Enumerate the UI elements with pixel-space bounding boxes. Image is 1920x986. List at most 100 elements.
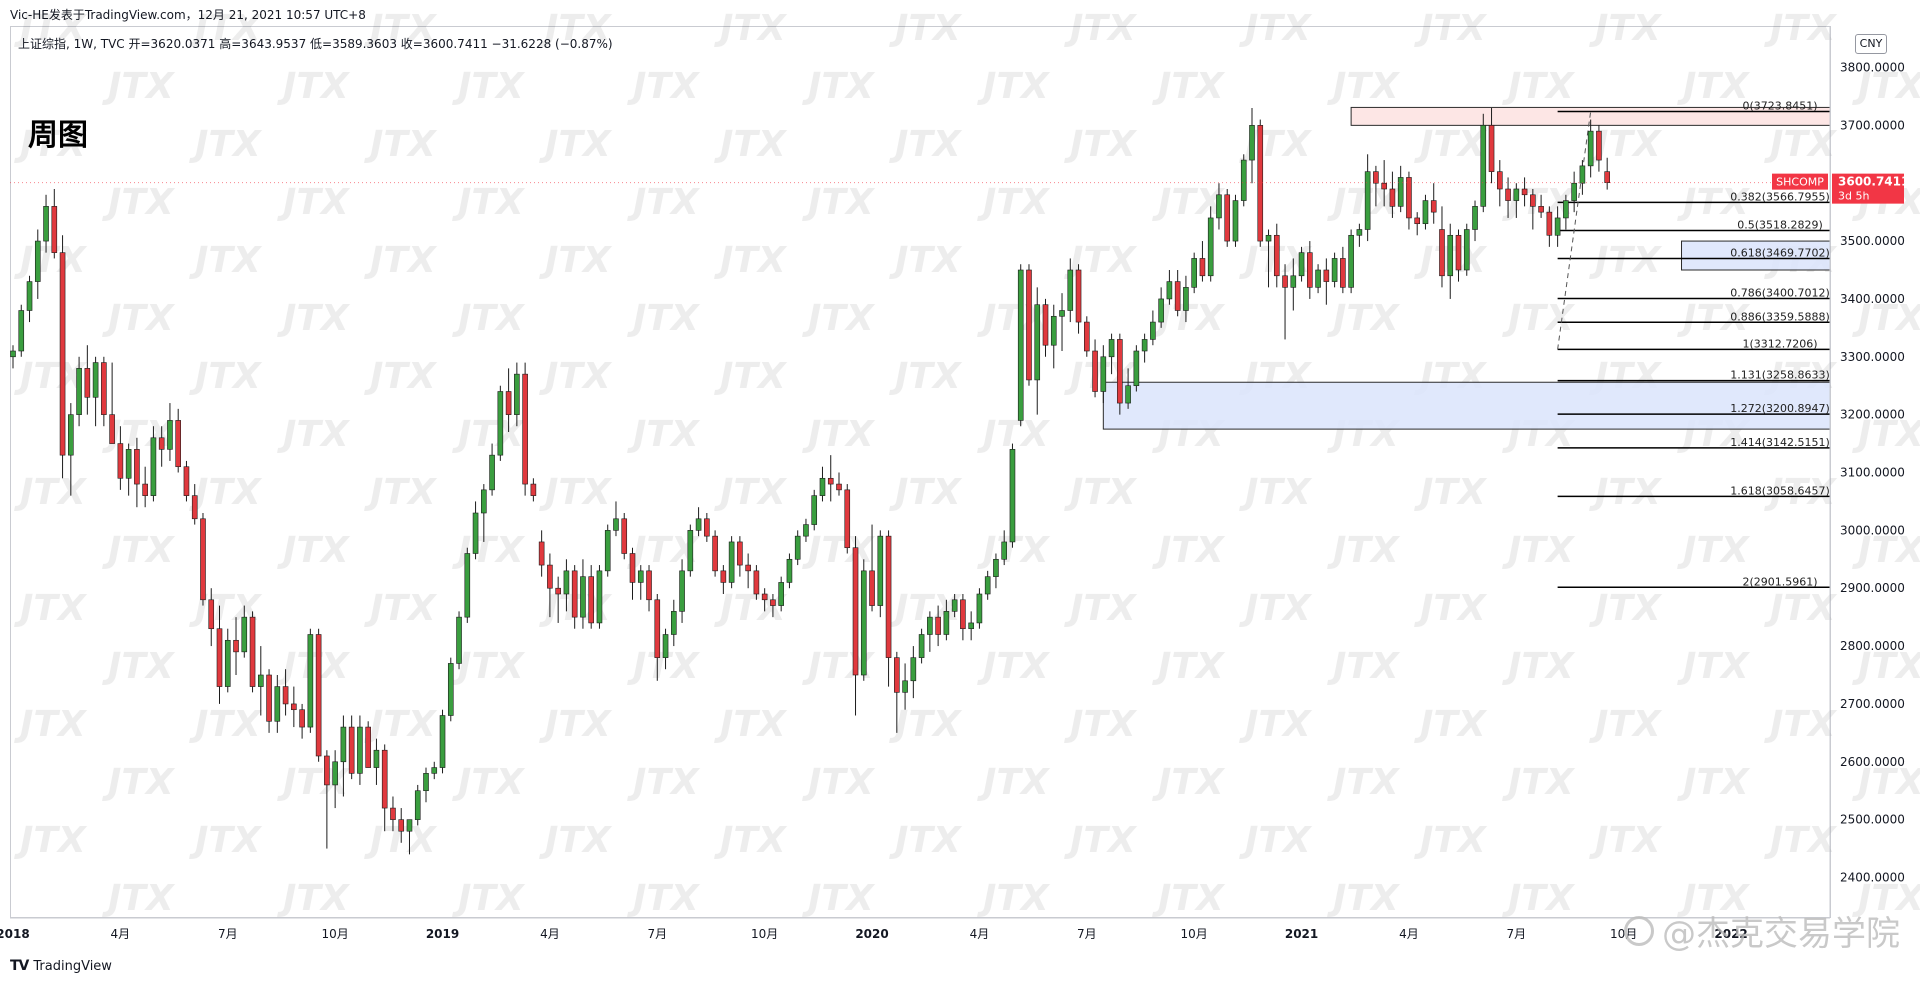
- candle-down[interactable]: [291, 703, 297, 711]
- candle-down[interactable]: [571, 570, 578, 618]
- candle-up[interactable]: [274, 686, 281, 722]
- candle-down[interactable]: [51, 206, 58, 253]
- candle-up[interactable]: [224, 639, 231, 687]
- candle-up[interactable]: [340, 726, 347, 763]
- candle-up[interactable]: [34, 240, 41, 282]
- candle-up[interactable]: [728, 541, 735, 583]
- candle-up[interactable]: [1009, 449, 1016, 543]
- candle-down[interactable]: [282, 686, 289, 705]
- tradingview-logo[interactable]: TV TradingView: [10, 958, 112, 974]
- candle-down[interactable]: [1026, 269, 1032, 381]
- candle-down[interactable]: [266, 674, 272, 722]
- candle-down[interactable]: [555, 587, 561, 595]
- candle-up[interactable]: [695, 518, 702, 531]
- candle-up[interactable]: [687, 530, 694, 572]
- candle-down[interactable]: [753, 570, 760, 595]
- candle-down[interactable]: [885, 535, 892, 658]
- candle-down[interactable]: [547, 564, 553, 589]
- candle-up[interactable]: [423, 773, 429, 792]
- candle-down[interactable]: [538, 541, 545, 566]
- candle-up[interactable]: [1563, 200, 1569, 219]
- candle-up[interactable]: [1100, 356, 1107, 392]
- candle-down[interactable]: [84, 368, 91, 398]
- candle-up[interactable]: [910, 657, 917, 682]
- candle-up[interactable]: [918, 634, 925, 658]
- candle-up[interactable]: [580, 576, 586, 618]
- candle-up[interactable]: [1183, 287, 1189, 311]
- candle-up[interactable]: [43, 206, 49, 242]
- candle-up[interactable]: [1356, 229, 1363, 236]
- candle-down[interactable]: [737, 541, 743, 566]
- candle-up[interactable]: [1348, 234, 1354, 288]
- candle-up[interactable]: [357, 726, 363, 774]
- candle-up[interactable]: [613, 518, 619, 531]
- candle-up[interactable]: [1207, 217, 1214, 277]
- candle-up[interactable]: [241, 616, 248, 653]
- candle-down[interactable]: [233, 639, 239, 653]
- candle-up[interactable]: [406, 819, 413, 832]
- candle-up[interactable]: [1463, 229, 1470, 271]
- candle-up[interactable]: [563, 570, 570, 595]
- candle-up[interactable]: [1315, 269, 1321, 288]
- candle-down[interactable]: [720, 570, 727, 583]
- candle-up[interactable]: [1571, 182, 1577, 201]
- candle-up[interactable]: [447, 663, 454, 716]
- candle-down[interactable]: [894, 657, 900, 693]
- candle-up[interactable]: [481, 489, 487, 514]
- candle-up[interactable]: [993, 558, 999, 577]
- candle-down[interactable]: [208, 599, 215, 630]
- candle-down[interactable]: [712, 535, 718, 572]
- candle-up[interactable]: [951, 599, 958, 612]
- candle-down[interactable]: [852, 547, 859, 676]
- candle-down[interactable]: [59, 252, 66, 456]
- candle-down[interactable]: [770, 599, 776, 606]
- candle-down[interactable]: [1604, 171, 1610, 183]
- candle-up[interactable]: [1133, 350, 1140, 387]
- candle-up[interactable]: [497, 391, 504, 456]
- candle-up[interactable]: [10, 350, 16, 358]
- candle-up[interactable]: [1166, 281, 1173, 300]
- candle-down[interactable]: [1439, 229, 1445, 277]
- candle-up[interactable]: [92, 362, 99, 398]
- candle-up[interactable]: [596, 570, 603, 624]
- candle-down[interactable]: [299, 709, 305, 728]
- candle-down[interactable]: [1174, 281, 1181, 311]
- candle-up[interactable]: [18, 310, 25, 352]
- candle-down[interactable]: [629, 553, 636, 583]
- candle-up[interactable]: [431, 767, 438, 774]
- candle-down[interactable]: [1092, 350, 1098, 392]
- candle-down[interactable]: [1430, 200, 1437, 213]
- candle-up[interactable]: [877, 535, 884, 606]
- candle-up[interactable]: [26, 281, 33, 311]
- candle-down[interactable]: [1530, 194, 1536, 207]
- candle-up[interactable]: [1579, 165, 1586, 184]
- candle-down[interactable]: [960, 599, 966, 630]
- candle-down[interactable]: [134, 449, 140, 485]
- candle-down[interactable]: [869, 570, 875, 606]
- candle-down[interactable]: [827, 477, 834, 485]
- candle-down[interactable]: [1406, 177, 1412, 219]
- candle-up[interactable]: [1554, 217, 1561, 236]
- candle-down[interactable]: [1224, 194, 1231, 242]
- candle-down[interactable]: [654, 599, 661, 658]
- candle-up[interactable]: [1141, 339, 1148, 352]
- candle-up[interactable]: [943, 611, 950, 635]
- candle-down[interactable]: [1455, 234, 1462, 271]
- candle-up[interactable]: [927, 616, 933, 635]
- candle-down[interactable]: [1381, 182, 1387, 190]
- candle-up[interactable]: [1108, 339, 1115, 358]
- candle-up[interactable]: [125, 449, 132, 479]
- candle-down[interactable]: [530, 483, 537, 496]
- candle-down[interactable]: [1084, 321, 1090, 352]
- candle-up[interactable]: [1249, 125, 1255, 161]
- candle-down[interactable]: [1075, 269, 1082, 323]
- candle-up[interactable]: [860, 570, 867, 676]
- candle-up[interactable]: [1017, 269, 1024, 421]
- candle-up[interactable]: [1158, 298, 1164, 323]
- candle-up[interactable]: [1298, 252, 1305, 277]
- candle-down[interactable]: [1273, 234, 1280, 277]
- candle-down[interactable]: [1117, 339, 1123, 404]
- candle-up[interactable]: [472, 512, 479, 554]
- candle-down[interactable]: [1596, 130, 1602, 161]
